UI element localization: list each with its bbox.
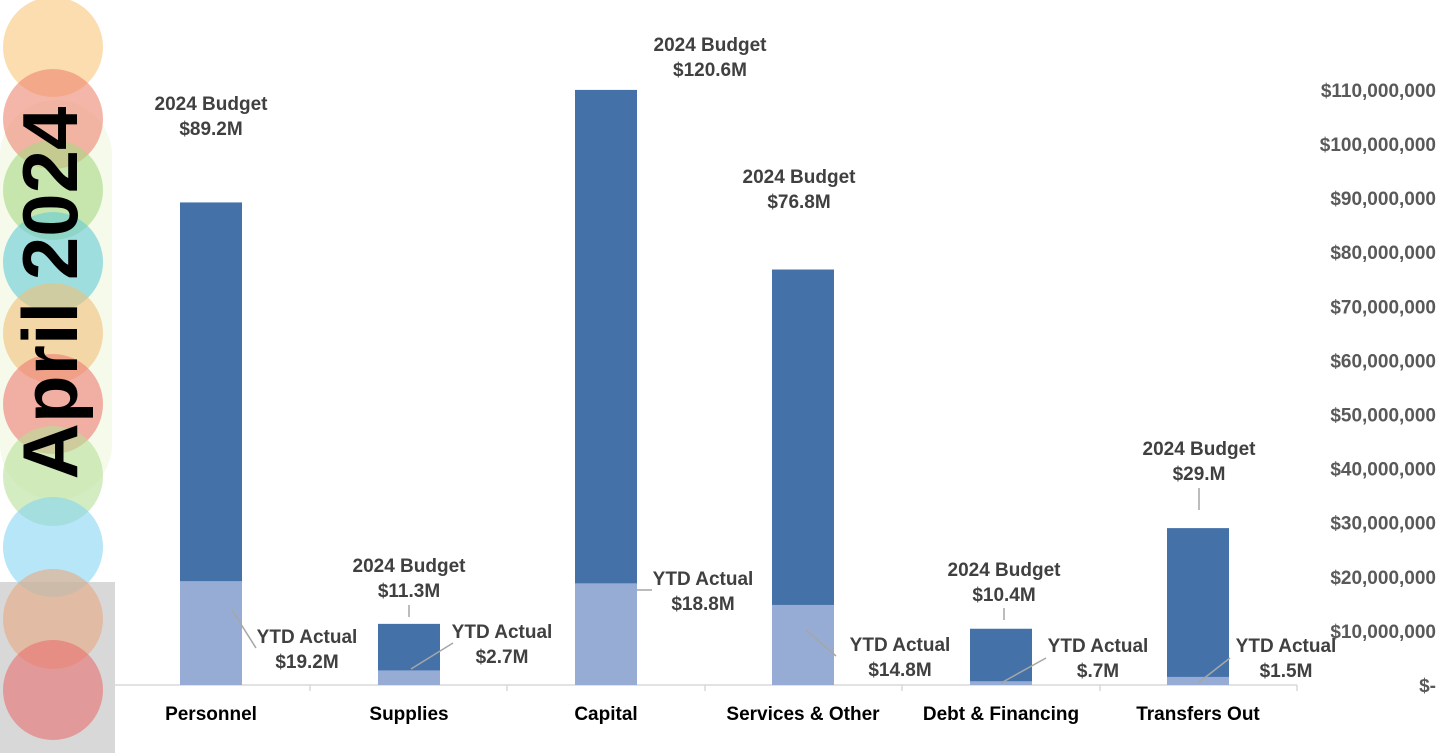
category-label: Personnel: [165, 704, 257, 725]
data-label: YTD Actual: [1048, 636, 1149, 657]
data-label: 2024 Budget: [1143, 439, 1257, 460]
data-label: YTD Actual: [1236, 636, 1337, 657]
decor-circle: [3, 140, 103, 240]
data-label-value: $1.5M: [1260, 661, 1313, 682]
data-label: YTD Actual: [850, 635, 951, 656]
data-label: YTD Actual: [257, 627, 358, 648]
y-tick-label: $100,000,000: [1320, 135, 1436, 156]
data-label: YTD Actual: [452, 622, 553, 643]
side-decoration: [0, 0, 115, 753]
decor-circle: [3, 497, 103, 597]
category-label: Supplies: [369, 704, 448, 725]
data-label-value: $29.M: [1173, 464, 1226, 485]
data-label-value: $89.2M: [179, 119, 242, 140]
data-label-value: $11.3M: [378, 581, 440, 602]
actual-bar: [180, 581, 242, 685]
data-label-value: $18.8M: [671, 594, 734, 615]
decor-circle: [3, 640, 103, 740]
category-label: Transfers Out: [1136, 704, 1260, 725]
data-label-value: $76.8M: [767, 192, 830, 213]
actual-bar: [970, 681, 1032, 685]
leader-line: [805, 629, 837, 657]
decor-circle: [3, 283, 103, 383]
leader-line: [1000, 657, 1047, 684]
y-tick-label: $110,000,000: [1321, 81, 1436, 102]
actual-bar: [1167, 676, 1229, 685]
y-tick-label: $-: [1419, 676, 1436, 697]
budget-bar: [1167, 528, 1229, 685]
data-label-value: $120.6M: [673, 60, 747, 81]
y-tick-label: $70,000,000: [1330, 297, 1436, 318]
leader-line: [410, 642, 454, 670]
category-label: Capital: [574, 704, 637, 725]
category-label: Debt & Financing: [923, 704, 1079, 725]
category-label: Services & Other: [726, 704, 880, 725]
leader-line: [231, 609, 257, 649]
y-tick-label: $20,000,000: [1330, 568, 1436, 589]
actual-bar: [575, 583, 637, 685]
leader-line: [1197, 657, 1231, 684]
actual-bar: [378, 670, 440, 685]
data-label-value: $2.7M: [476, 647, 529, 668]
y-tick-label: $10,000,000: [1330, 622, 1436, 643]
decor-circle: [3, 69, 103, 169]
data-label: 2024 Budget: [743, 167, 857, 188]
decor-circle: [3, 426, 103, 526]
y-tick-label: $50,000,000: [1330, 406, 1436, 427]
data-label: 2024 Budget: [155, 94, 269, 115]
y-tick-label: $80,000,000: [1330, 243, 1436, 264]
data-label: 2024 Budget: [948, 560, 1062, 581]
data-label: 2024 Budget: [353, 556, 467, 577]
data-label: 2024 Budget: [654, 35, 768, 56]
data-label-value: $.7M: [1077, 661, 1119, 682]
data-label-value: $14.8M: [868, 660, 931, 681]
decor-circle: [3, 0, 103, 97]
decor-circle: [3, 569, 103, 669]
decor-circle: [3, 354, 103, 454]
y-tick-label: $40,000,000: [1330, 460, 1436, 481]
data-label: YTD Actual: [653, 569, 754, 590]
actual-bar: [772, 604, 834, 685]
y-tick-label: $30,000,000: [1330, 514, 1436, 535]
data-label-value: $10.4M: [972, 585, 1035, 606]
decor-circle: [3, 212, 103, 312]
y-tick-label: $90,000,000: [1330, 189, 1436, 210]
y-tick-label: $60,000,000: [1330, 351, 1436, 372]
budget-bar: [970, 628, 1032, 685]
data-label-value: $19.2M: [275, 652, 338, 673]
